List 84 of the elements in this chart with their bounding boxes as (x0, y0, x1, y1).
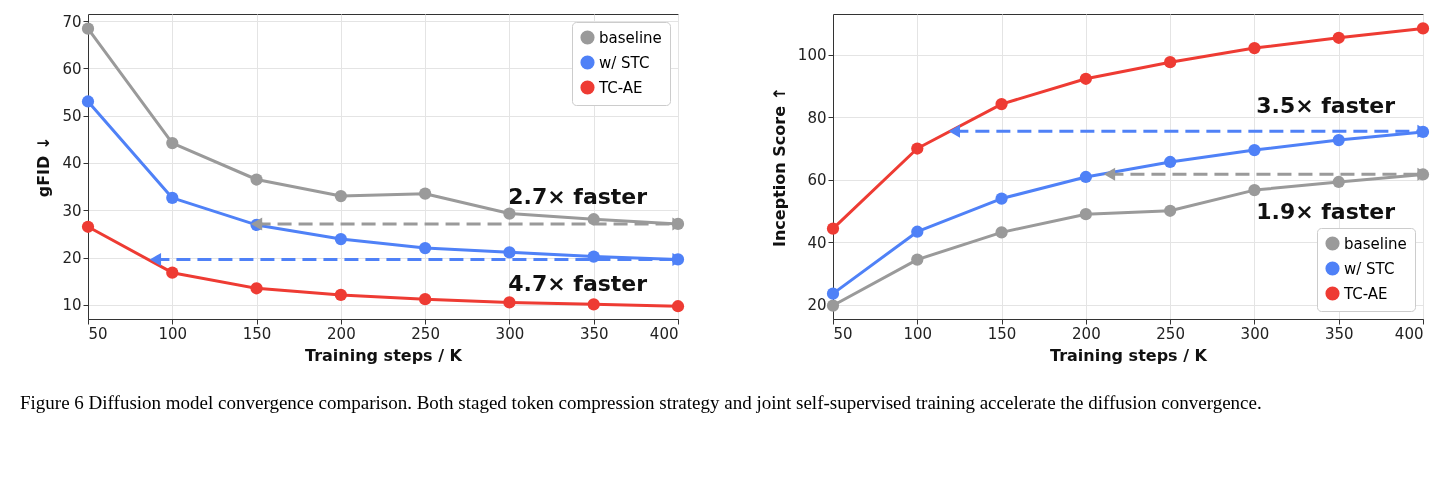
point (826, 299, 840, 312)
y-tick-label: 40 (807, 233, 827, 252)
x-tick-label: 250 (1156, 324, 1185, 343)
legend-label: baseline (599, 28, 662, 47)
x-tick-label: 300 (495, 324, 525, 343)
point (826, 287, 840, 300)
point (587, 298, 600, 311)
legend-label: TC-AE (598, 78, 643, 97)
point (166, 191, 179, 205)
point (1079, 170, 1092, 184)
x-tick-label: 300 (1240, 324, 1270, 343)
x-tick-label: 50 (833, 324, 853, 343)
point (1332, 31, 1345, 44)
point (671, 300, 685, 313)
x-axis-title: Training steps / K (1050, 345, 1208, 365)
point (166, 136, 179, 150)
y-tick-label: 60 (807, 171, 827, 190)
point (995, 97, 1008, 111)
x-tick-label: 100 (158, 324, 188, 343)
point (1079, 208, 1092, 221)
y-tick-label: 80 (807, 108, 827, 127)
x-axis-title: Training steps / K (305, 345, 463, 365)
y-tick-label: 50 (62, 107, 82, 126)
x-tick-label: 150 (242, 324, 272, 343)
point (995, 226, 1008, 239)
x-tick-label: 200 (1072, 324, 1101, 343)
caption: Figure 6 Diffusion model convergence comparison. Both staged token compression strategy and joint self-supervised training accelerate the diffusion convergence. (19, 391, 1263, 415)
x-tick-label: 250 (411, 324, 440, 343)
legend-label: baseline (1344, 234, 1407, 253)
point (1079, 72, 1092, 85)
point (81, 95, 95, 108)
x-tick-label: 50 (88, 324, 108, 343)
y-axis-title: Inception Score ↑ (769, 87, 789, 247)
point (911, 142, 924, 155)
y-tick-label: 30 (62, 201, 82, 220)
x-tick-label: 150 (987, 324, 1017, 343)
point (419, 293, 432, 306)
annotation: 4.7× faster (508, 270, 648, 296)
point (334, 189, 347, 203)
point (1164, 204, 1177, 217)
y-tick-label: 20 (807, 296, 827, 315)
point (334, 288, 347, 301)
annotation: 3.5× faster (1256, 92, 1396, 118)
point (503, 296, 516, 309)
point (1248, 143, 1261, 157)
x-tick-label: 200 (327, 324, 356, 343)
point (250, 282, 263, 295)
y-axis-title: gFID ↓ (34, 136, 54, 198)
point (826, 222, 840, 235)
point (81, 22, 95, 35)
point (81, 220, 95, 233)
point (419, 187, 432, 200)
legend-label: w/ STC (1344, 259, 1395, 278)
point (503, 207, 516, 220)
x-tick-label: 400 (649, 324, 679, 343)
y-tick-label: 10 (62, 296, 82, 315)
point (1164, 56, 1177, 69)
point (1332, 175, 1345, 189)
y-tick-label: 40 (62, 154, 82, 173)
x-tick-label: 100 (903, 324, 933, 343)
y-tick-label: 70 (62, 12, 82, 31)
y-tick-label: 60 (62, 59, 82, 78)
point (911, 253, 924, 266)
point (911, 225, 924, 238)
legend-label: TC-AE (1343, 284, 1388, 303)
x-tick-label: 350 (579, 324, 609, 343)
x-tick-label: 350 (1324, 324, 1354, 343)
point (419, 241, 432, 255)
point (1416, 22, 1430, 35)
point (1164, 155, 1177, 169)
point (1248, 41, 1261, 55)
point (995, 192, 1008, 205)
y-tick-label: 100 (797, 46, 827, 65)
x-tick-label: 400 (1394, 324, 1424, 343)
point (1332, 133, 1345, 147)
point (166, 266, 179, 279)
point (1248, 184, 1261, 197)
y-tick-label: 20 (62, 249, 82, 268)
point (334, 232, 347, 246)
legend-label: w/ STC (599, 53, 650, 72)
annotation: 2.7× faster (508, 184, 648, 209)
point (250, 173, 263, 186)
point (503, 246, 516, 259)
annotation: 1.9× faster (1256, 199, 1396, 225)
